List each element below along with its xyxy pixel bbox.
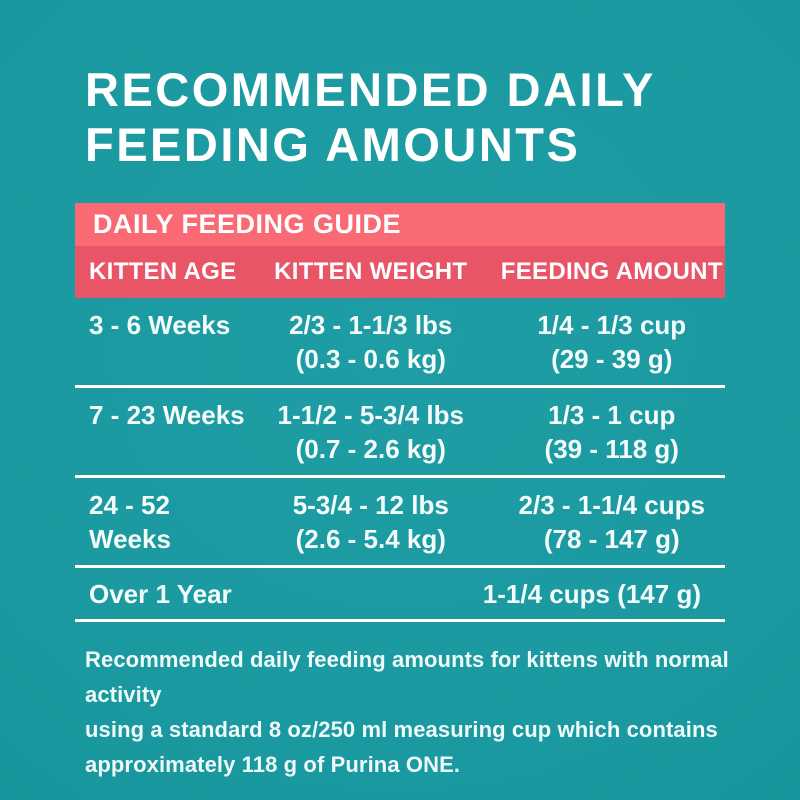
footnote-line3: approximately 118 g of Purina ONE.: [85, 752, 461, 777]
cell-weight: 1-1/2 - 5-3/4 lbs (0.7 - 2.6 kg): [257, 398, 485, 466]
cell-weight: 2/3 - 1-1/3 lbs (0.3 - 0.6 kg): [257, 308, 485, 376]
table-title: DAILY FEEDING GUIDE: [93, 209, 402, 239]
amount-grams: (78 - 147 g): [543, 524, 680, 554]
cell-amount: 1/3 - 1 cup (39 - 118 g): [485, 398, 726, 466]
table-row: 7 - 23 Weeks 1-1/2 - 5-3/4 lbs (0.7 - 2.…: [75, 388, 725, 478]
weight-kg: (0.7 - 2.6 kg): [295, 434, 446, 464]
cell-amount: 1/4 - 1/3 cup (29 - 39 g): [485, 308, 726, 376]
weight-kg: (2.6 - 5.4 kg): [295, 524, 446, 554]
cell-age: 7 - 23 Weeks: [89, 400, 245, 430]
column-header-row: KITTEN AGE KITTEN WEIGHT FEEDING AMOUNT: [75, 246, 725, 298]
amount-cups: 1/4 - 1/3 cup: [537, 310, 687, 340]
daily-feeding-guide-table: DAILY FEEDING GUIDE KITTEN AGE KITTEN WE…: [75, 203, 725, 622]
footnote: Recommended daily feeding amounts for ki…: [85, 642, 800, 782]
column-header-kitten-weight: KITTEN WEIGHT: [274, 258, 468, 285]
amount-cups: 1/3 - 1 cup: [548, 400, 676, 430]
amount-cups: 2/3 - 1-1/4 cups: [518, 490, 705, 520]
table-title-bar: DAILY FEEDING GUIDE: [75, 203, 725, 246]
page-title-line2: FEEDING AMOUNTS: [85, 118, 581, 171]
table-row: Over 1 Year 1-1/4 cups (147 g): [75, 568, 725, 622]
cell-weight: 5-3/4 - 12 lbs (2.6 - 5.4 kg): [257, 488, 485, 556]
cell-amount: 2/3 - 1-1/4 cups (78 - 147 g): [485, 488, 726, 556]
weight-lbs: 5-3/4 - 12 lbs: [292, 490, 449, 520]
column-header-feeding-amount: FEEDING AMOUNT: [500, 258, 723, 285]
footnote-line1: Recommended daily feeding amounts for ki…: [85, 647, 729, 707]
table-row: 24 - 52 Weeks 5-3/4 - 12 lbs (2.6 - 5.4 …: [75, 478, 725, 568]
cell-amount: 1-1/4 cups (147 g): [482, 579, 701, 609]
cell-age: 3 - 6 Weeks: [89, 310, 231, 340]
column-header-kitten-age: KITTEN AGE: [89, 258, 237, 285]
page-title: RECOMMENDED DAILY FEEDING AMOUNTS: [85, 62, 656, 172]
amount-grams: (39 - 118 g): [544, 434, 679, 464]
cell-age: Over 1 Year: [89, 579, 232, 609]
page-title-line1: RECOMMENDED DAILY: [85, 63, 656, 116]
table-row: 3 - 6 Weeks 2/3 - 1-1/3 lbs (0.3 - 0.6 k…: [75, 298, 725, 388]
amount-grams: (29 - 39 g): [551, 344, 673, 374]
weight-kg: (0.3 - 0.6 kg): [295, 344, 446, 374]
weight-lbs: 1-1/2 - 5-3/4 lbs: [277, 400, 464, 430]
footnote-line2: using a standard 8 oz/250 ml measuring c…: [85, 717, 718, 742]
weight-lbs: 2/3 - 1-1/3 lbs: [289, 310, 453, 340]
cell-age: 24 - 52 Weeks: [89, 490, 171, 554]
